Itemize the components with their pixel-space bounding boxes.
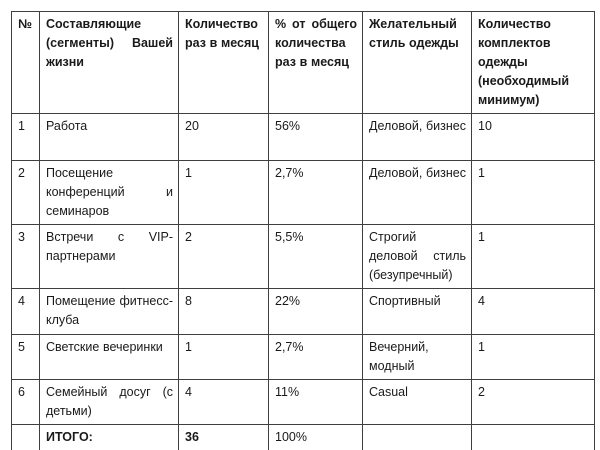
table-row: 2 Посещение конференций и семинаров 1 2,… — [11, 160, 595, 225]
total-sets-cell — [471, 424, 595, 450]
percent-cell: 5,5% — [268, 224, 363, 289]
table-row: 5 Светские вечеринки 1 2,7% Вечерний, мо… — [11, 334, 595, 380]
row-number-cell: 6 — [11, 379, 40, 425]
frequency-cell: 1 — [178, 334, 269, 380]
header-percent: % от общего количества раз в месяц — [268, 11, 363, 114]
document-page: № Составляющие (сегменты) Вашей жизни Ко… — [0, 11, 600, 450]
style-cell: Строгий деловой стиль (безупречный) — [362, 224, 472, 289]
style-cell: Деловой, бизнес — [362, 160, 472, 225]
table-row: 1 Работа 20 56% Деловой, бизнес 10 — [11, 113, 595, 161]
total-style-cell — [362, 424, 472, 450]
header-number: № — [11, 11, 40, 114]
frequency-cell: 1 — [178, 160, 269, 225]
table-header-row: № Составляющие (сегменты) Вашей жизни Ко… — [11, 11, 595, 114]
sets-cell: 2 — [471, 379, 595, 425]
sets-cell: 1 — [471, 160, 595, 225]
segment-cell: Работа — [39, 113, 179, 161]
segment-cell: Встречи с VIP-партнерами — [39, 224, 179, 289]
percent-cell: 2,7% — [268, 160, 363, 225]
segment-cell: Помещение фитнесс-клуба — [39, 288, 179, 335]
percent-cell: 22% — [268, 288, 363, 335]
row-number-cell — [11, 424, 40, 450]
table-row: 3 Встречи с VIP-партнерами 2 5,5% Строги… — [11, 224, 595, 289]
segment-cell: Посещение конференций и семинаров — [39, 160, 179, 225]
frequency-cell: 4 — [178, 379, 269, 425]
header-style: Желательный стиль одежды — [362, 11, 472, 114]
table-total-row: ИТОГО: 36 100% — [11, 424, 595, 450]
table-row: 6 Семейный досуг (с детьми) 4 11% Casual… — [11, 379, 595, 425]
header-frequency: Количество раз в месяц — [178, 11, 269, 114]
percent-cell: 56% — [268, 113, 363, 161]
total-percent-cell: 100% — [268, 424, 363, 450]
sets-cell: 10 — [471, 113, 595, 161]
row-number-cell: 2 — [11, 160, 40, 225]
sets-cell: 1 — [471, 224, 595, 289]
percent-cell: 11% — [268, 379, 363, 425]
row-number-cell: 1 — [11, 113, 40, 161]
segment-cell: Семейный досуг (с детьми) — [39, 379, 179, 425]
frequency-cell: 8 — [178, 288, 269, 335]
sets-cell: 1 — [471, 334, 595, 380]
frequency-cell: 2 — [178, 224, 269, 289]
total-frequency-cell: 36 — [178, 424, 269, 450]
frequency-cell: 20 — [178, 113, 269, 161]
style-cell: Деловой, бизнес — [362, 113, 472, 161]
style-cell: Casual — [362, 379, 472, 425]
segment-cell: Светские вечеринки — [39, 334, 179, 380]
row-number-cell: 5 — [11, 334, 40, 380]
percent-cell: 2,7% — [268, 334, 363, 380]
total-label-cell: ИТОГО: — [39, 424, 179, 450]
header-sets: Количество комплектов одежды (необходимы… — [471, 11, 595, 114]
sets-cell: 4 — [471, 288, 595, 335]
life-segments-wardrobe-table: № Составляющие (сегменты) Вашей жизни Ко… — [11, 11, 595, 450]
header-segment: Составляющие (сегменты) Вашей жизни — [39, 11, 179, 114]
row-number-cell: 4 — [11, 288, 40, 335]
style-cell: Вечерний, модный — [362, 334, 472, 380]
table-row: 4 Помещение фитнесс-клуба 8 22% Спортивн… — [11, 288, 595, 335]
style-cell: Спортивный — [362, 288, 472, 335]
row-number-cell: 3 — [11, 224, 40, 289]
